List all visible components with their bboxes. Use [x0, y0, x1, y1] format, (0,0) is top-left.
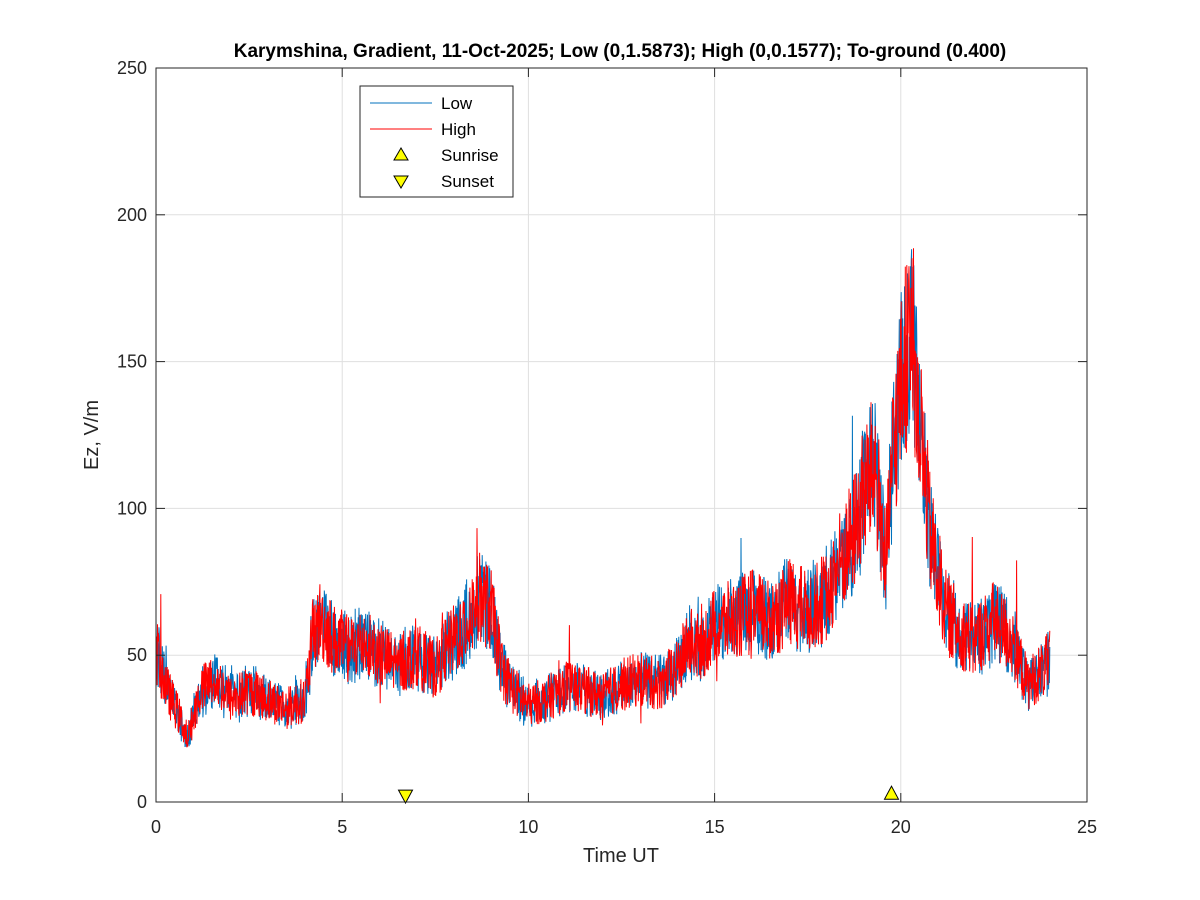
y-axis: 0 50 100 150 200 250 [117, 58, 1087, 812]
y-tick-label: 200 [117, 205, 147, 225]
axes-box [155, 67, 1088, 803]
chart-title: Karymshina, Gradient, 11-Oct-2025; Low (… [234, 41, 1007, 62]
sunset-marker [397, 789, 414, 805]
x-axis-label: Time UT [583, 845, 659, 867]
series-line-high [155, 248, 1051, 748]
x-tick-label: 5 [337, 817, 347, 837]
x-tick-label: 25 [1077, 817, 1097, 837]
legend-label-low: Low [441, 94, 473, 113]
sunrise-marker [883, 785, 900, 800]
legend-box [359, 85, 514, 198]
x-tick-label: 0 [151, 817, 161, 837]
legend-label-high: High [441, 120, 476, 139]
y-tick-label: 0 [137, 792, 147, 812]
x-tick-label: 10 [518, 817, 538, 837]
y-tick-label: 250 [117, 58, 147, 78]
x-tick-label: 15 [705, 817, 725, 837]
y-tick-label: 50 [127, 645, 147, 665]
legend-sunset-icon [393, 175, 409, 189]
legend-sunrise-icon [393, 147, 409, 161]
y-tick-label: 150 [117, 352, 147, 372]
series-group [155, 248, 1051, 748]
legend-label-sunset: Sunset [441, 172, 494, 191]
x-axis: 0 5 10 15 20 25 [151, 68, 1097, 837]
y-axis-label: Ez, V/m [81, 400, 103, 470]
legend-label-sunrise: Sunrise [441, 146, 499, 165]
y-tick-label: 100 [117, 498, 147, 518]
markers-group [397, 785, 900, 805]
x-tick-label: 20 [891, 817, 911, 837]
legend: Low High Sunrise Sunset [359, 85, 514, 198]
